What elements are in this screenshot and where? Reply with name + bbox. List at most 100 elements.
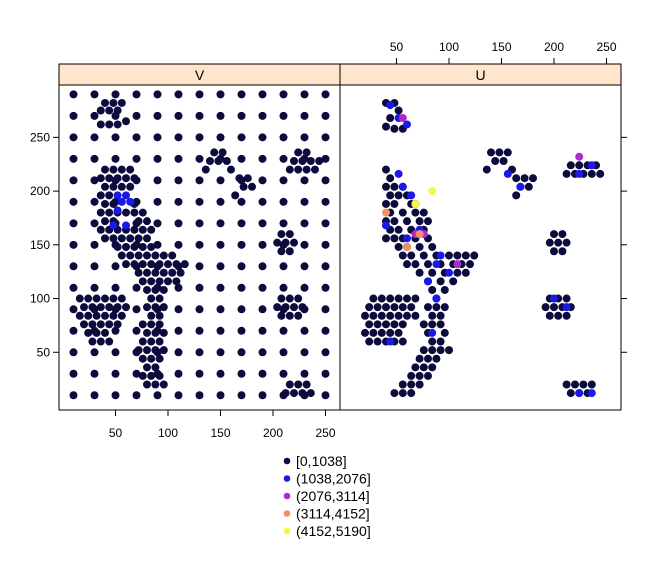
data-point [159, 268, 168, 277]
legend-label: (3114,4152] [296, 506, 370, 522]
data-point [415, 354, 424, 363]
data-point [126, 234, 135, 243]
data-point [109, 294, 118, 303]
data-point [279, 111, 288, 120]
data-point [512, 191, 521, 200]
data-point [403, 260, 411, 269]
data-point [575, 169, 584, 178]
data-point [143, 234, 151, 243]
data-point [153, 176, 162, 185]
data-point [174, 133, 183, 142]
data-point [105, 174, 114, 183]
data-point [258, 391, 267, 400]
data-point [69, 197, 78, 206]
data-point [153, 111, 162, 120]
data-point [210, 148, 219, 157]
data-point [440, 303, 449, 312]
data-point [432, 294, 441, 303]
data-point [90, 369, 99, 378]
data-point [75, 311, 84, 320]
data-point [558, 247, 567, 256]
data-point [550, 230, 558, 239]
data-point [554, 311, 563, 320]
data-point [216, 326, 225, 335]
x-tick-label: 150 [491, 40, 511, 54]
data-point [90, 219, 99, 228]
legend-label: (2076,3114] [296, 488, 370, 504]
data-point [419, 208, 428, 217]
data-point [155, 277, 164, 286]
data-point [279, 133, 288, 142]
data-point [436, 251, 445, 260]
data-point [436, 311, 445, 320]
data-point [394, 169, 403, 178]
data-point [132, 391, 141, 400]
data-point [258, 262, 267, 271]
data-point [258, 283, 267, 292]
data-point [300, 283, 309, 292]
data-point [195, 133, 204, 142]
data-point [424, 371, 432, 380]
data-point [109, 199, 118, 208]
data-point [277, 311, 286, 320]
x-tick-label: 250 [315, 426, 335, 440]
data-point [237, 262, 246, 271]
data-point [147, 260, 156, 269]
data-point [321, 176, 330, 185]
x-tick-label: 100 [439, 40, 459, 54]
data-point [174, 391, 183, 400]
data-point [69, 154, 78, 163]
data-point [306, 389, 315, 398]
data-point [138, 277, 147, 286]
data-point [174, 176, 183, 185]
data-point [382, 221, 390, 230]
data-point [382, 234, 390, 243]
data-point [132, 326, 141, 335]
data-point [111, 348, 120, 357]
data-point [321, 133, 330, 142]
data-point [92, 328, 101, 337]
data-point [113, 120, 122, 129]
data-point [174, 283, 183, 292]
data-point [69, 111, 78, 120]
data-point [432, 354, 441, 363]
data-point [117, 182, 126, 191]
data-point [195, 348, 204, 357]
data-point [159, 328, 168, 337]
data-point [132, 133, 141, 142]
data-point [195, 176, 204, 185]
data-point [300, 111, 309, 120]
data-point [134, 251, 143, 260]
data-point [80, 320, 88, 329]
data-point [411, 260, 420, 269]
x-tick-label: 50 [109, 426, 123, 440]
data-point [285, 294, 294, 303]
data-point [105, 120, 114, 129]
data-point [216, 283, 225, 292]
data-point [147, 277, 156, 286]
data-point [151, 328, 160, 337]
data-point [411, 294, 420, 303]
data-point [302, 165, 311, 174]
data-point [294, 311, 303, 320]
data-point [90, 111, 99, 120]
data-point [394, 311, 403, 320]
data-point [237, 391, 246, 400]
data-point [159, 346, 168, 355]
data-point [84, 311, 93, 320]
data-point [407, 191, 416, 200]
data-point [300, 240, 309, 249]
data-point [237, 283, 246, 292]
data-point [237, 154, 246, 163]
data-point [279, 197, 288, 206]
data-point [394, 191, 403, 200]
data-point [386, 311, 395, 320]
data-point [138, 225, 147, 234]
panel-u-y-axis [621, 136, 627, 353]
y-tick-label: 150 [30, 238, 50, 252]
data-point [111, 90, 120, 99]
x-tick-label: 50 [390, 40, 404, 54]
data-point [168, 268, 177, 277]
data-point [174, 197, 183, 206]
data-point [403, 234, 411, 243]
